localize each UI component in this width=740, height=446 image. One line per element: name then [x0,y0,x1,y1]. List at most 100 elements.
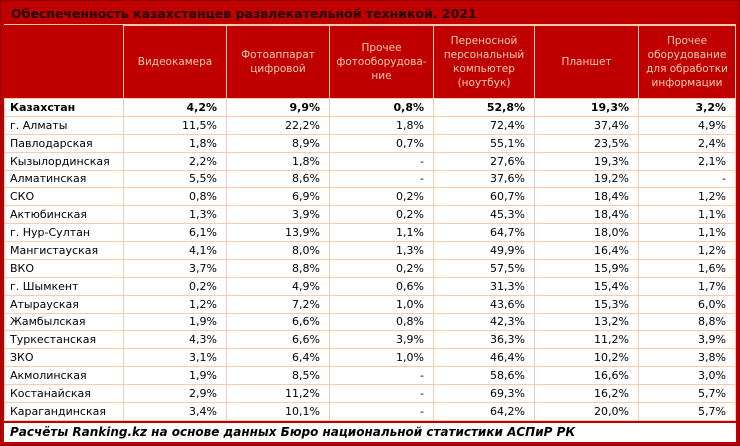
cell-value: 9,9% [226,98,330,117]
cell-value: 5,7% [638,401,736,422]
cell-value: - [638,169,736,189]
cell-value: 6,4% [226,348,330,368]
cell-value: 3,9% [329,330,434,350]
cell-value: 36,3% [433,330,535,350]
cell-value: 1,1% [329,223,434,242]
table-row: Акмолинская 1,9% 8,5% -58,6% 16,6% 3,0% [4,366,736,385]
cell-value: - [329,384,434,403]
cell-value: 8,8% [638,312,736,332]
cell-value: 19,3% [534,98,639,117]
cell-value: 10,2% [534,348,639,368]
row-label: Кызылординская [4,151,124,171]
cell-value: 8,8% [226,258,330,278]
cell-value: 1,1% [638,223,736,242]
column-header: Видеокамера [123,25,227,99]
cell-value: 31,3% [433,276,535,296]
row-label: СКО [4,187,124,207]
table-row: Карагандинская 3,4% 10,1% -64,2% 20,0% 5,7% [4,401,736,422]
cell-value: 18,0% [534,223,639,242]
cell-value: 15,9% [534,258,639,278]
row-label: Мангистауская [4,241,124,260]
row-label: Акмолинская [4,366,124,385]
cell-value: 1,9% [123,366,227,385]
cell-value: 18,4% [534,187,639,207]
cell-value: 3,1% [123,348,227,368]
cell-value: 22,2% [226,115,330,135]
source-note: Расчёты Ranking.kz на основе данных Бюро… [4,423,736,442]
cell-value: 1,6% [638,258,736,278]
cell-value: 43,6% [433,294,535,314]
cell-value: 6,9% [226,187,330,207]
cell-value: 11,2% [534,330,639,350]
cell-value: 2,4% [638,133,736,153]
table-row: Мангистауская 4,1% 8,0% 1,3% 49,9% 16,4% 1,2% [4,241,736,260]
cell-value: 8,5% [226,366,330,385]
cell-value: 1,3% [123,205,227,225]
cell-value: 69,3% [433,384,535,403]
table-row: ВКО 3,7% 8,8% 0,2% 57,5% 15,9% 1,6% [4,258,736,278]
cell-value: - [329,151,434,171]
cell-value: 5,5% [123,169,227,189]
table-row: СКО 0,8% 6,9% 0,2% 60,7% 18,4% 1,2% [4,187,736,207]
cell-value: 1,7% [638,276,736,296]
cell-value: 13,2% [534,312,639,332]
cell-value: - [329,366,434,385]
cell-value: 3,2% [638,98,736,117]
table-row: г. Шымкент 0,2% 4,9% 0,6% 31,3% 15,4% 1,7% [4,276,736,296]
cell-value: 1,2% [123,294,227,314]
cell-value: 1,0% [329,348,434,368]
row-label: Казахстан [4,98,124,117]
cell-value: 15,3% [534,294,639,314]
table-row: Атырауская 1,2% 7,2% 1,0% 43,6% 15,3% 6,0% [4,294,736,314]
cell-value: 6,6% [226,330,330,350]
cell-value: 42,3% [433,312,535,332]
cell-value: 6,1% [123,223,227,242]
column-header: Прочее оборудование для обработки информ… [638,25,736,99]
cell-value: 27,6% [433,151,535,171]
cell-value: 45,3% [433,205,535,225]
cell-value: 58,6% [433,366,535,385]
cell-value: 0,2% [329,187,434,207]
cell-value: 2,2% [123,151,227,171]
cell-value: - [329,401,434,422]
row-label: Костанайская [4,384,124,403]
table-row: Павлодарская 1,8% 8,9% 0,7% 55,1% 23,5% 2,4% [4,133,736,153]
row-label: Жамбылская [4,312,124,332]
table-row: г. Нур-Султан 6,1% 13,9% 1,1% 64,7% 18,0% 1,1% [4,223,736,242]
cell-value: 1,2% [638,241,736,260]
cell-value: 8,9% [226,133,330,153]
cell-value: 2,1% [638,151,736,171]
table-row: г. Алматы 11,5% 22,2% 1,8% 72,4% 37,4% 4,9% [4,115,736,135]
cell-value: 10,1% [226,401,330,422]
cell-value: 20,0% [534,401,639,422]
cell-value: 1,3% [329,241,434,260]
cell-value: 19,3% [534,151,639,171]
table-row: Кызылординская 2,2% 1,8% -27,6% 19,3% 2,1% [4,151,736,171]
cell-value: 8,0% [226,241,330,260]
cell-value: 46,4% [433,348,535,368]
cell-value: 0,8% [329,312,434,332]
cell-value: 57,5% [433,258,535,278]
table-row: Алматинская 5,5% 8,6% -37,6% 19,2% - [4,169,736,189]
cell-value: 7,2% [226,294,330,314]
cell-value: 3,9% [638,330,736,350]
cell-value: 6,6% [226,312,330,332]
cell-value: 1,2% [638,187,736,207]
cell-value: 0,2% [123,276,227,296]
row-label: Актюбинская [4,205,124,225]
cell-value: 64,2% [433,401,535,422]
row-label: ВКО [4,258,124,278]
cell-value: 11,5% [123,115,227,135]
table-row: Актюбинская 1,3% 3,9% 0,2% 45,3% 18,4% 1,1% [4,205,736,225]
cell-value: 4,9% [638,115,736,135]
column-header: Переносной персональный компьютер (ноутб… [433,25,535,99]
row-label: г. Алматы [4,115,124,135]
column-header: Фотоаппарат цифровой [226,25,330,99]
cell-value: 3,7% [123,258,227,278]
cell-value: 1,0% [329,294,434,314]
cell-value: 16,4% [534,241,639,260]
cell-value: 2,9% [123,384,227,403]
table-row: ЗКО 3,1% 6,4% 1,0% 46,4% 10,2% 3,8% [4,348,736,368]
cell-value: 23,5% [534,133,639,153]
